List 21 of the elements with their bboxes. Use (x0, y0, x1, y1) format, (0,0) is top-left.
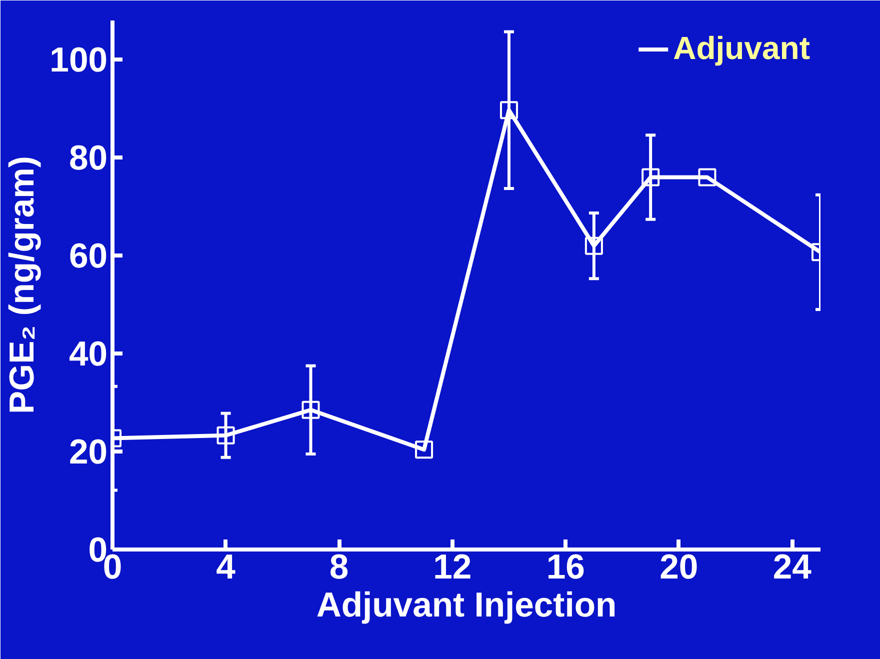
point (216, 426, 235, 444)
point (302, 400, 320, 419)
x-tick-label: 4 (216, 548, 236, 586)
point (500, 101, 518, 120)
x-tick-label: 8 (329, 548, 349, 586)
point (642, 168, 660, 186)
y-tick-label: 60 (68, 238, 108, 276)
y-tick-label: 40 (68, 336, 108, 374)
point (584, 236, 603, 255)
y-tick-label: 20 (68, 434, 108, 472)
y-axis-title: PGE₂ (ng/gram) (4, 156, 42, 414)
y-tick-label: 100 (50, 42, 108, 80)
x-axis-title: Adjuvant Injection (316, 586, 617, 624)
x-tick-label: 24 (772, 548, 812, 586)
x-tick-label: 16 (546, 548, 585, 586)
point (415, 440, 434, 459)
x-tick-label: 20 (660, 548, 698, 586)
point (698, 168, 716, 186)
legend-label: Adjuvant (673, 30, 810, 67)
x-tick-label: 12 (433, 548, 472, 586)
y-tick-label: 80 (68, 140, 108, 178)
